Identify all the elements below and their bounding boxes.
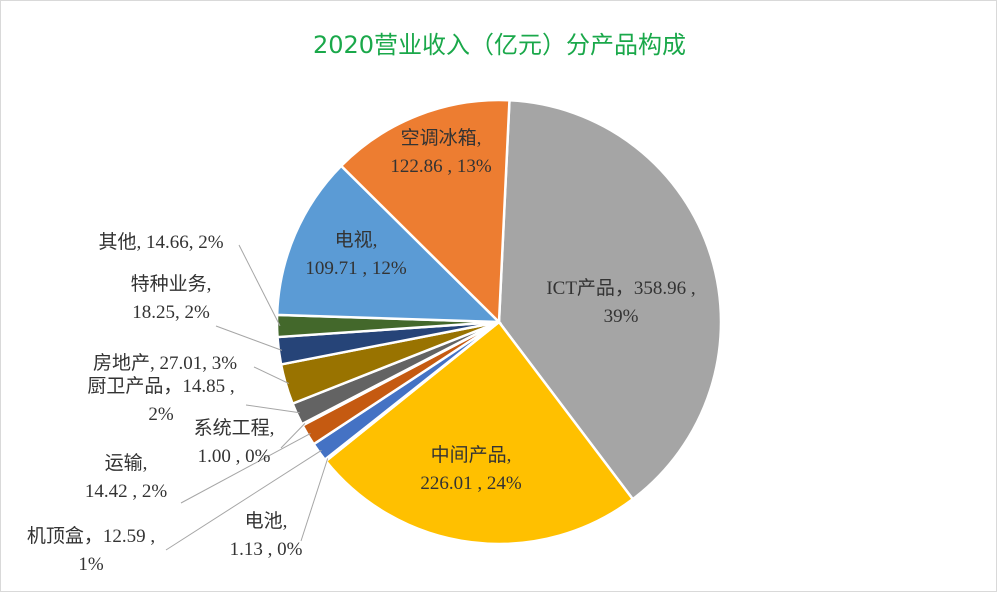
pie-slice-11	[275, 164, 503, 324]
slice-label-line: 122.86 , 13%	[390, 156, 492, 177]
slice-label-4: 机顶盒，12.59 , 1%	[27, 525, 155, 575]
slice-label-line: 14.42 , 2%	[85, 481, 168, 502]
leader-line-4	[165, 449, 322, 551]
slice-label-line: 1.13 , 0%	[230, 539, 303, 560]
leader-lines	[165, 244, 329, 551]
slice-label-line: 18.25, 2%	[132, 302, 210, 323]
slice-label-line: 1.00 , 0%	[198, 446, 271, 467]
slice-label-line: 39%	[604, 306, 639, 327]
slice-label-line: 2%	[148, 404, 174, 425]
chart-title: 2020营业收入（亿元）分产品构成	[312, 31, 687, 59]
slice-label-line: 109.71 , 12%	[305, 258, 407, 279]
slice-label-9: 特种业务, 18.25, 2%	[131, 273, 212, 323]
slice-label-line: 中间产品,	[431, 444, 512, 466]
slice-label-6: 系统工程, 1.00 , 0%	[194, 417, 275, 467]
pie-slice-12	[339, 98, 511, 325]
leader-line-5	[180, 432, 311, 504]
slice-label-2: 中间产品, 226.01 , 24%	[420, 444, 522, 494]
slice-label-line: 运输,	[105, 452, 148, 474]
slice-label-line: 系统工程,	[194, 417, 275, 439]
slice-label-line: ICT产品，358.96 ,	[546, 277, 695, 299]
leader-line-10	[238, 244, 281, 327]
pie-slices	[275, 98, 723, 546]
leader-line-9	[215, 325, 283, 351]
slice-label-11: 电视, 109.71 , 12%	[305, 229, 407, 279]
leader-line-8	[253, 366, 290, 384]
slice-label-line: 电视,	[335, 229, 378, 251]
slice-labels: ICT产品，358.96 , 39% 中间产品, 226.01 , 24% 电池, 1.1…	[27, 127, 696, 575]
slice-label-5: 运输, 14.42 , 2%	[85, 452, 168, 502]
slice-label-line: 房地产, 27.01, 3%	[93, 352, 237, 374]
slice-label-line: 226.01 , 24%	[420, 473, 522, 494]
slice-label-line: 空调冰箱,	[401, 127, 482, 149]
slice-label-3: 电池, 1.13 , 0%	[230, 510, 303, 560]
slice-label-1: ICT产品，358.96 , 39%	[546, 277, 695, 327]
slice-label-line: 特种业务,	[131, 273, 212, 295]
pie-slice-2	[324, 320, 635, 546]
slice-label-line: 1%	[78, 554, 104, 575]
slice-label-line: 其他, 14.66, 2%	[98, 231, 223, 253]
slice-label-10: 其他, 14.66, 2%	[98, 231, 223, 253]
pie-slice-1	[497, 98, 723, 501]
slice-label-line: 机顶盒，12.59 ,	[27, 525, 155, 547]
leader-line-6	[280, 423, 306, 449]
leader-line-7	[245, 404, 300, 414]
slice-label-12: 空调冰箱, 122.86 , 13%	[390, 127, 492, 177]
slice-label-8: 房地产, 27.01, 3%	[93, 352, 237, 374]
slice-label-line: 电池,	[245, 510, 288, 532]
leader-line-3	[300, 458, 329, 542]
slice-label-7: 厨卫产品，14.85 , 2%	[87, 375, 234, 425]
slice-label-line: 厨卫产品，14.85 ,	[87, 375, 234, 397]
